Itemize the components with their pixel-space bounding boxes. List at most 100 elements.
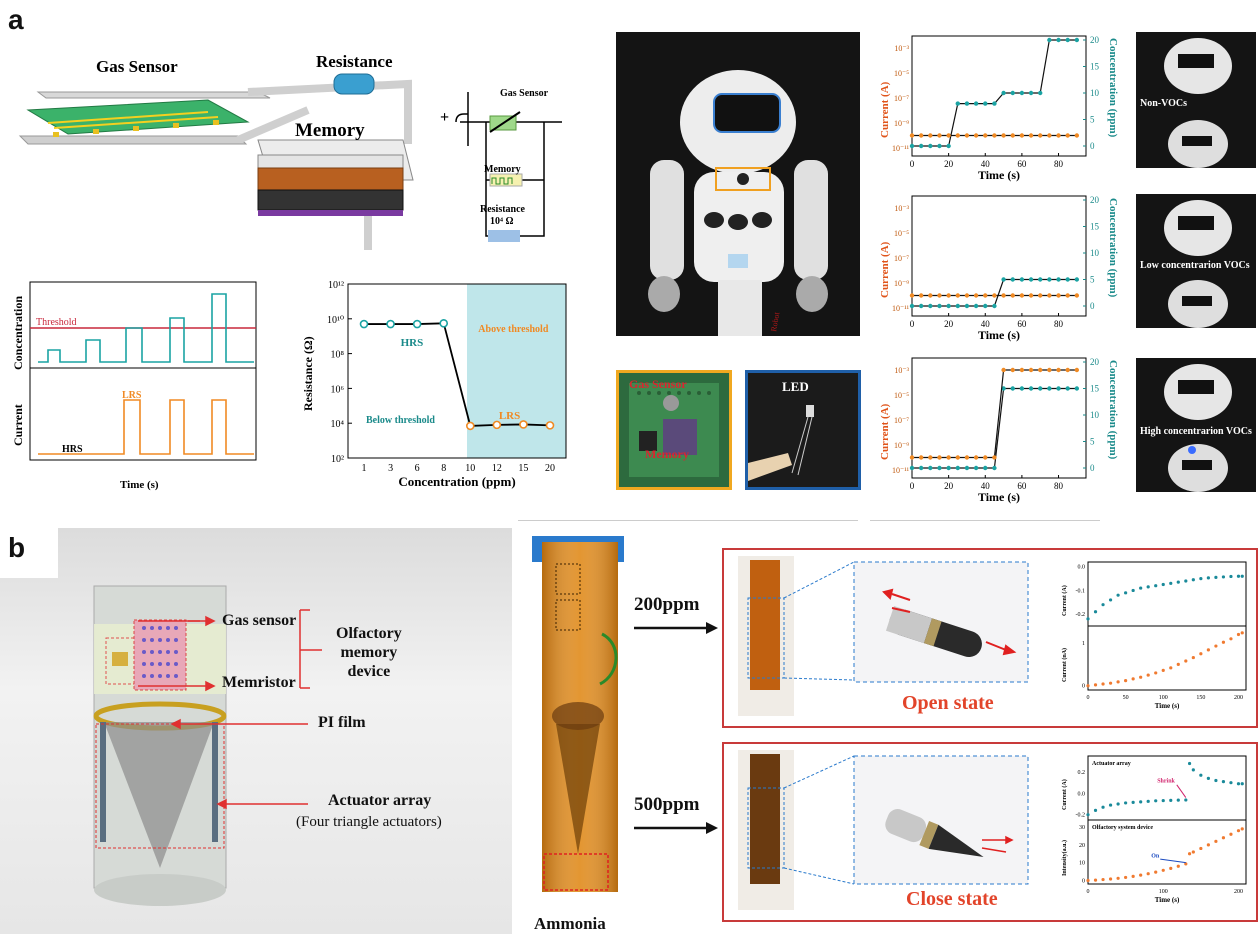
concentration-point (928, 303, 933, 309)
current-point (1074, 133, 1080, 138)
concentration-line (912, 278, 1077, 307)
concentration-point (1047, 277, 1052, 282)
bottom-series-point (1101, 877, 1105, 882)
bottom-series-point (1161, 668, 1165, 672)
dual-ylabel-right: Concentration (ppm) (1107, 38, 1119, 138)
current-point (918, 455, 924, 460)
robot-caption-3: High concentrarion VOCs (1140, 426, 1252, 437)
left-y-tick-label: 10⁻³ (894, 204, 909, 213)
photo-memory-label: Memory (645, 447, 689, 461)
bottom-series-point (1240, 631, 1244, 635)
top-series-point (1236, 574, 1241, 578)
bottom-series-point (1199, 652, 1203, 656)
current-point (992, 293, 997, 298)
actuator-array-annotation: Actuator array (1092, 761, 1131, 767)
bottom-series-point (1086, 878, 1090, 883)
left-y-tick-label: 10⁻⁵ (894, 69, 909, 78)
concentration-point (946, 465, 951, 471)
bottom-series-point (1169, 866, 1173, 870)
top-series-point (1240, 782, 1244, 786)
concentration-point (1001, 90, 1006, 96)
device-schematic: Gas Sensor Resistance Memory (18, 52, 414, 250)
current-point (955, 293, 960, 298)
x-tick-label: 200 (1234, 889, 1243, 895)
current-point (937, 133, 942, 138)
conc-500-label: 500ppm (634, 794, 700, 815)
top-series-point (1154, 584, 1158, 588)
concentration-point (1019, 386, 1025, 391)
bottom-y-tick-label: 30 (1079, 825, 1085, 831)
bottom-series-point (1191, 655, 1195, 660)
plot-frame (911, 357, 1087, 479)
concentration-point (1065, 277, 1070, 282)
concentration-point (937, 143, 942, 149)
concentration-point (973, 303, 979, 309)
current-point (964, 455, 970, 460)
x-tick-label: 60 (1017, 319, 1027, 329)
bottom-series-point (1146, 673, 1150, 677)
bottom-series-point (1108, 877, 1113, 881)
x-tick-label: 20 (944, 159, 954, 169)
top-y-tick-label: -0.2 (1076, 612, 1086, 618)
right-y-tick-label: 20 (1090, 357, 1100, 367)
resistance-point (465, 421, 475, 431)
top-series-point (1184, 798, 1188, 802)
current-point (973, 455, 979, 460)
concentration-point (909, 303, 915, 309)
current-point (946, 455, 951, 460)
top-series-point (1086, 813, 1090, 817)
current-point (1047, 133, 1052, 138)
dual-ylabel-right: Concentration (ppm) (1107, 198, 1119, 298)
concentration-point (1001, 386, 1006, 391)
x-tick-label: 12 (492, 463, 502, 474)
y-tick-label: 10¹² (328, 280, 344, 291)
x-tick-label: 20 (545, 463, 555, 474)
right-y-tick-label: 5 (1090, 115, 1095, 125)
resistance-point (359, 319, 369, 329)
x-tick-label: 15 (518, 463, 528, 474)
current-point (992, 133, 997, 138)
top-series-point (1206, 776, 1210, 780)
dual-ylabel-right: Concentration (ppm) (1107, 360, 1119, 460)
label-olfactory-line3: device (347, 663, 391, 680)
on-arrow (1160, 858, 1186, 864)
top-series-point (1131, 800, 1135, 804)
top-series-point (1139, 586, 1143, 590)
label-olfactory-line2: memory (340, 644, 398, 661)
concentration-point (928, 143, 933, 149)
current-conc-chart-3: 0 20 40 60 80 0 5 10 15 20 10⁻³ 10⁻⁵ 10⁻⁷ 10⁻⁹ 10⁻¹¹ Ti… (879, 357, 1119, 504)
current-point (973, 133, 979, 138)
close-state-chart: 0 100 200 0.2 0.0 -0.2 0 10 20 30 Time (s) Current … (1061, 755, 1247, 904)
bottom-series-point (1154, 870, 1158, 874)
current-point (983, 133, 988, 138)
label-gas-sensor: Gas sensor (222, 612, 297, 629)
current-point (909, 455, 915, 460)
left-y-tick-label: 10⁻¹¹ (892, 144, 910, 153)
inset-xlabel: Time (s) (1155, 896, 1180, 904)
y-tick-label: 10⁴ (331, 419, 345, 430)
current-conc-chart-2: 0 20 40 60 80 0 5 10 15 20 10⁻³ 10⁻⁵ 10⁻⁷ 10⁻⁹ 10⁻¹¹ Ti… (879, 195, 1119, 342)
top-series-point (1161, 582, 1165, 587)
circuit-resistance-label: Resistance (480, 204, 526, 215)
x-tick-label: 150 (1196, 695, 1205, 701)
bottom-y-tick-label: 20 (1079, 843, 1085, 849)
concentration-point (1065, 386, 1070, 391)
right-y-tick-label: 5 (1090, 275, 1095, 285)
concentration-point (964, 465, 970, 471)
left-y-tick-label: 10⁻⁷ (894, 94, 909, 103)
bottom-series-point (1229, 637, 1233, 641)
current-point (1010, 367, 1015, 373)
current-point (1028, 367, 1034, 373)
concentration-point (1038, 277, 1043, 282)
bottom-series-point (1169, 666, 1173, 670)
top-series-point (1184, 579, 1188, 583)
threshold-label: Threshold (36, 317, 77, 328)
bottom-series-point (1176, 864, 1180, 868)
current-point (937, 293, 942, 298)
plot-frame (347, 283, 567, 459)
top-series-point (1206, 576, 1210, 580)
left-y-tick-label: 10⁻⁵ (894, 229, 909, 238)
inset-ylabel-bottom: Current (nA) (1061, 648, 1068, 682)
left-y-tick-label: 10⁻⁹ (894, 279, 909, 288)
close-state-box: Close state 0 100 200 0.2 0.0 -0.2 0 10 20 30 Time… (722, 742, 1258, 922)
